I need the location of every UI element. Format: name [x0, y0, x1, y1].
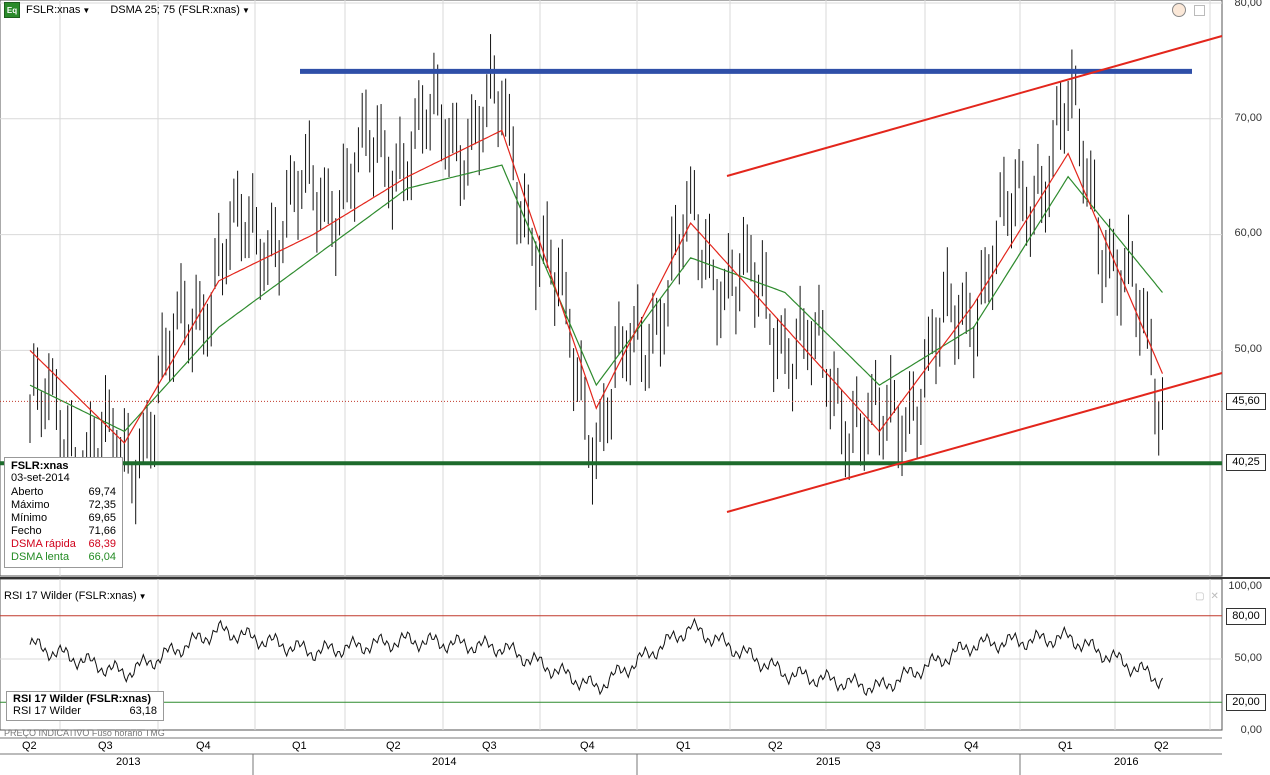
maximize-icon[interactable]: ▢: [1195, 591, 1205, 602]
rsi-toolbar: ▢ ✕: [1195, 591, 1219, 602]
rsi-label: RSI 17 Wilder: [13, 705, 81, 717]
equity-icon[interactable]: Eq: [4, 2, 20, 18]
support-price-badge: 40,25: [1226, 454, 1266, 471]
info-value: 71,66: [88, 525, 116, 537]
info-label: Aberto: [11, 486, 44, 498]
close-icon[interactable]: ✕: [1210, 591, 1219, 602]
quarter-label: Q4: [196, 740, 211, 752]
info-label: Fecho: [11, 525, 42, 537]
info-row: Máximo 72,35: [11, 499, 116, 512]
quarter-label: Q1: [292, 740, 307, 752]
dropdown-arrow-icon: ▼: [82, 6, 91, 15]
rsi-dropdown[interactable]: RSI 17 Wilder (FSLR:xnas) ▼: [4, 590, 147, 602]
chart-header: Eq FSLR:xnas ▼ DSMA 25; 75 (FSLR:xnas) ▼: [4, 2, 250, 18]
info-title: FSLR:xnas: [11, 460, 69, 472]
rsi-lower-badge: 20,00: [1226, 694, 1266, 711]
chart-toolbar: [1172, 3, 1205, 17]
info-label: DSMA lenta: [11, 551, 70, 563]
info-value: 66,04: [88, 551, 116, 563]
clock-icon[interactable]: [1172, 3, 1186, 17]
dropdown-arrow-icon: ▼: [241, 6, 250, 15]
maximize-icon[interactable]: [1194, 5, 1205, 16]
rsi-upper-badge: 80,00: [1226, 608, 1266, 625]
y-label-80: 80,00: [1234, 0, 1262, 9]
info-date: 03-set-2014: [11, 472, 70, 484]
fast-ma-line: [29, 129, 1164, 444]
last-price-badge: 45,60: [1226, 393, 1266, 410]
rsi-value: 63,18: [129, 705, 157, 717]
year-label: 2014: [432, 756, 457, 768]
year-label: 2013: [116, 756, 141, 768]
quarter-label: Q4: [964, 740, 979, 752]
info-row: Mínimo 69,65: [11, 512, 116, 525]
rsi-box-title: RSI 17 Wilder (FSLR:xnas): [13, 693, 152, 705]
info-value: 69,74: [88, 486, 116, 498]
info-label: Máximo: [11, 499, 50, 511]
quarter-label: Q2: [768, 740, 783, 752]
info-row-slow-ma: DSMA lenta 66,04: [11, 551, 116, 564]
y-label-50: 50,00: [1234, 343, 1262, 355]
quarter-label: Q2: [22, 740, 37, 752]
info-value: 69,65: [88, 512, 116, 524]
rsi-line: [29, 617, 1163, 697]
info-value: 72,35: [88, 499, 116, 511]
price-panel-border: [0, 0, 1223, 577]
info-value: 68,39: [88, 538, 116, 550]
quarter-label: Q1: [1058, 740, 1073, 752]
symbol-label: FSLR:xnas: [26, 4, 81, 16]
quarter-label: Q2: [386, 740, 401, 752]
quarter-label: Q3: [866, 740, 881, 752]
channel-lower-line: [726, 372, 1223, 513]
info-row-fast-ma: DSMA rápida 68,39: [11, 538, 116, 551]
info-box: FSLR:xnas 03-set-2014 Aberto 69,74 Máximo…: [4, 457, 123, 568]
quarter-label: Q3: [98, 740, 113, 752]
y-label-70: 70,00: [1234, 112, 1262, 124]
rsi-y-label-50: 50,00: [1234, 652, 1262, 664]
info-label: Mínimo: [11, 512, 48, 524]
rsi-row: RSI 17 Wilder 63,18: [13, 705, 157, 718]
slow-ma-line: [29, 164, 1163, 433]
indicator-dropdown[interactable]: DSMA 25; 75 (FSLR:xnas) ▼: [110, 4, 250, 16]
dropdown-arrow-icon: ▼: [138, 592, 147, 601]
info-label: DSMA rápida: [11, 538, 76, 550]
symbol-dropdown[interactable]: FSLR:xnas ▼: [26, 4, 90, 16]
quarter-label: Q2: [1154, 740, 1169, 752]
rsi-y-label-100: 100,00: [1228, 580, 1262, 592]
rsi-y-label-0: 0,00: [1240, 724, 1262, 736]
year-label: 2015: [816, 756, 841, 768]
footnote: PREÇO INDICATIVO Fuso horário TMG: [4, 728, 165, 738]
quarter-label: Q1: [676, 740, 691, 752]
quarter-label: Q4: [580, 740, 595, 752]
year-label: 2016: [1114, 756, 1139, 768]
quarter-label: Q3: [482, 740, 497, 752]
rsi-info-box: RSI 17 Wilder (FSLR:xnas) RSI 17 Wilder 6…: [6, 691, 164, 721]
indicator-label: DSMA 25; 75 (FSLR:xnas): [110, 4, 240, 16]
y-label-60: 60,00: [1234, 227, 1262, 239]
info-row: Fecho 71,66: [11, 525, 116, 538]
channel-upper-line: [726, 35, 1223, 177]
rsi-header: RSI 17 Wilder (FSLR:xnas) ▼: [4, 588, 147, 604]
rsi-title: RSI 17 Wilder (FSLR:xnas): [4, 590, 137, 602]
info-row: Aberto 69,74: [11, 486, 116, 499]
